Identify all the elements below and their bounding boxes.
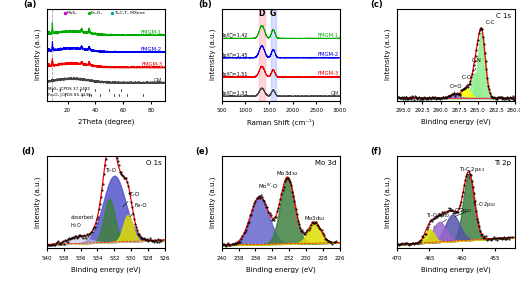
Text: Iᴅ/I၇=1.42: Iᴅ/I၇=1.42 — [223, 33, 248, 38]
Text: Ti 2p: Ti 2p — [494, 160, 511, 166]
Text: (a): (a) — [23, 0, 36, 9]
Text: FMGM-2: FMGM-2 — [318, 52, 339, 57]
Y-axis label: Intensity (a.u.): Intensity (a.u.) — [210, 176, 216, 228]
Text: Fe₃O₄ JCPDS 85-1436: Fe₃O₄ JCPDS 85-1436 — [48, 93, 91, 97]
Text: FMGM-3: FMGM-3 — [141, 62, 162, 67]
Text: FMGM-1: FMGM-1 — [141, 30, 162, 35]
Text: C-N: C-N — [472, 58, 482, 70]
Text: C 1s: C 1s — [496, 13, 511, 19]
Bar — [259, 9, 265, 101]
X-axis label: Binding energy (eV): Binding energy (eV) — [71, 266, 141, 273]
Text: (f): (f) — [371, 147, 382, 156]
Text: Mo 3d: Mo 3d — [315, 160, 336, 166]
Text: FMGM-1: FMGM-1 — [318, 33, 339, 38]
Text: C=O: C=O — [450, 84, 462, 93]
Text: G: G — [270, 9, 276, 18]
Text: Ti-C 2p$_{3/2}$: Ti-C 2p$_{3/2}$ — [459, 166, 485, 179]
X-axis label: Binding energy (eV): Binding energy (eV) — [421, 266, 490, 273]
Text: Ti-O 2p$_{3/2}$: Ti-O 2p$_{3/2}$ — [455, 200, 497, 216]
Text: GM: GM — [154, 78, 162, 83]
Text: Iᴅ/I၇=1.51: Iᴅ/I၇=1.51 — [223, 72, 248, 77]
X-axis label: Binding energy (eV): Binding energy (eV) — [421, 119, 490, 125]
Y-axis label: Intensity (a.u.): Intensity (a.u.) — [35, 176, 41, 228]
X-axis label: Binding energy (eV): Binding energy (eV) — [246, 266, 316, 273]
Text: (e): (e) — [196, 147, 209, 156]
Text: MoS₂: MoS₂ — [67, 11, 78, 15]
Text: Fe₃O₄: Fe₃O₄ — [90, 11, 102, 15]
Text: Mo3d$_{3/2}$: Mo3d$_{3/2}$ — [276, 170, 299, 178]
X-axis label: 2Theta (degree): 2Theta (degree) — [77, 119, 134, 125]
Text: (b): (b) — [198, 0, 212, 9]
Y-axis label: Intensity (a.u.): Intensity (a.u.) — [385, 176, 391, 228]
Text: Ti₃C₂Tₓ MXene: Ti₃C₂Tₓ MXene — [114, 11, 145, 15]
Text: Ti-C 2p$_{1/2}$: Ti-C 2p$_{1/2}$ — [441, 207, 472, 223]
Text: (c): (c) — [371, 0, 383, 9]
Text: Iᴅ/I၇=1.45: Iᴅ/I၇=1.45 — [223, 52, 248, 58]
Y-axis label: Intensity (a.u.): Intensity (a.u.) — [35, 29, 41, 80]
Text: FMGM-3: FMGM-3 — [318, 71, 339, 76]
Text: C-C: C-C — [484, 20, 495, 30]
Bar — [271, 9, 276, 101]
Text: Fe-O: Fe-O — [130, 203, 147, 217]
Text: GM: GM — [330, 91, 339, 96]
X-axis label: Raman Shift (cm⁻¹): Raman Shift (cm⁻¹) — [247, 119, 315, 126]
Text: Mo3d$_{5/2}$: Mo3d$_{5/2}$ — [304, 215, 326, 223]
Text: absorbed
H$_2$O: absorbed H$_2$O — [70, 215, 94, 237]
Text: C-O: C-O — [123, 192, 140, 207]
Text: Mo$^{IV}$-O: Mo$^{IV}$-O — [258, 182, 278, 198]
Text: O 1s: O 1s — [146, 160, 161, 166]
Y-axis label: Intensity (a.u.): Intensity (a.u.) — [385, 29, 391, 80]
Text: Iᴅ/I၇=1.33: Iᴅ/I၇=1.33 — [223, 91, 248, 96]
Y-axis label: Intensity (a.u.): Intensity (a.u.) — [210, 29, 216, 80]
Text: Ti-O: Ti-O — [105, 168, 115, 174]
Text: (d): (d) — [21, 147, 34, 156]
Text: D: D — [259, 9, 265, 18]
Text: Ti-O 2p$_{1/2}$: Ti-O 2p$_{1/2}$ — [426, 212, 451, 228]
Text: C-O: C-O — [462, 76, 472, 88]
Text: MoS₂ JCPDS 37-1492: MoS₂ JCPDS 37-1492 — [48, 87, 90, 91]
Text: FMGM-2: FMGM-2 — [141, 47, 162, 52]
